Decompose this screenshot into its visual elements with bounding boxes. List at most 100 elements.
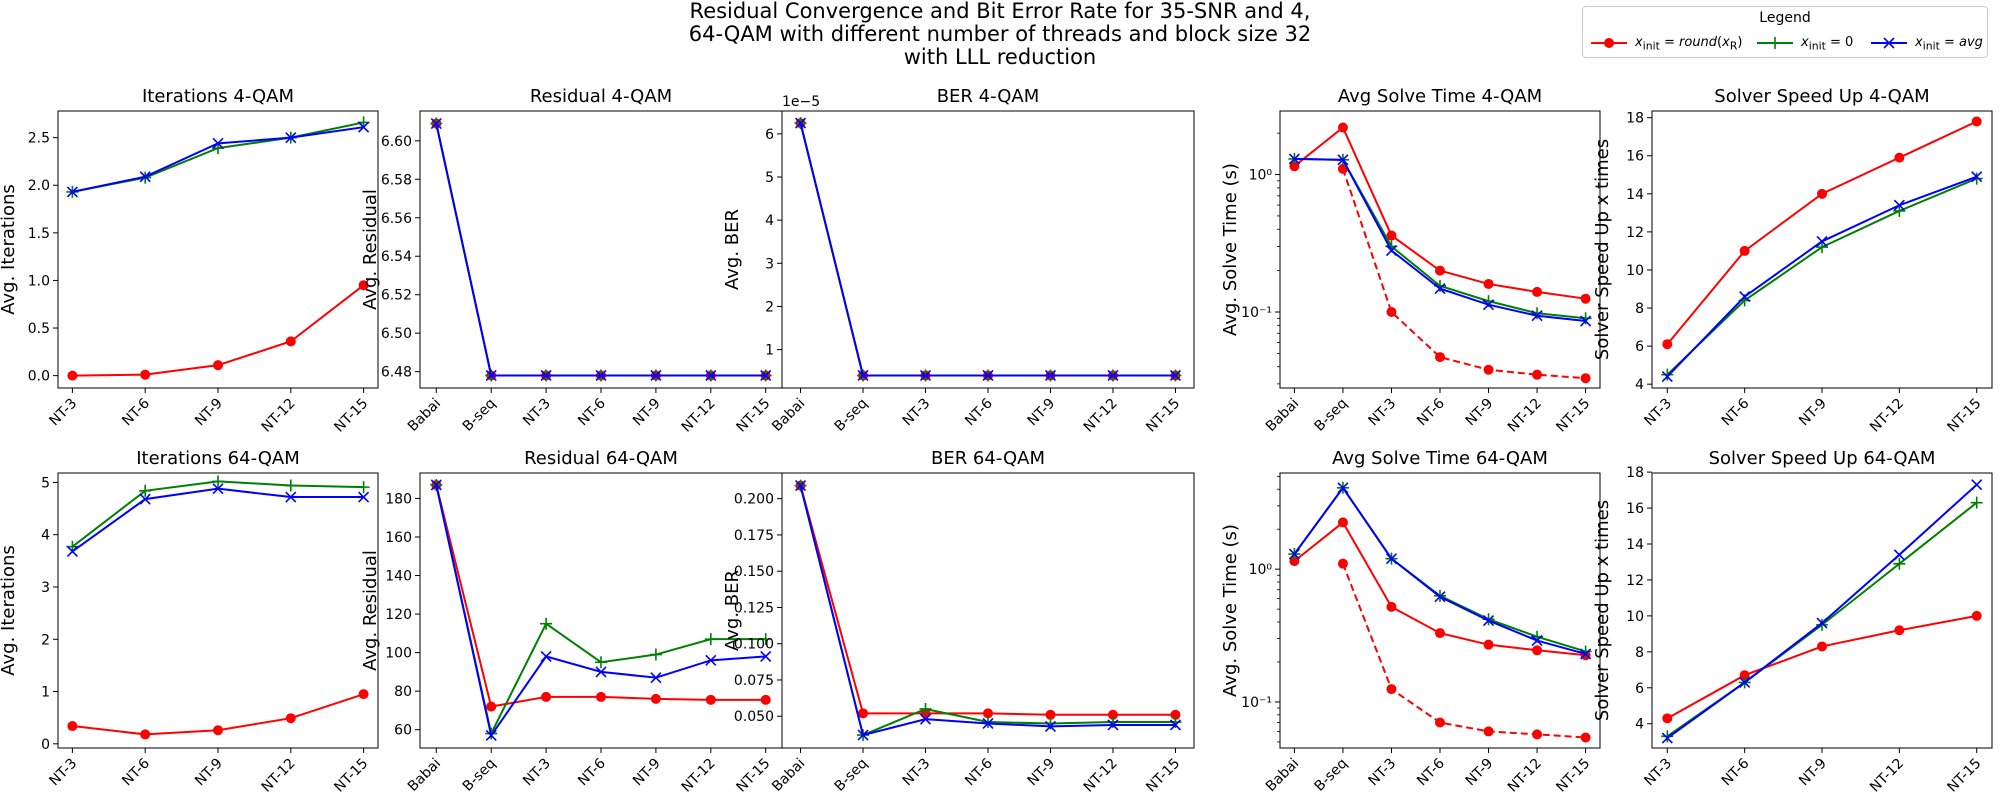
data-point: [1386, 601, 1397, 612]
data-point: [430, 478, 443, 491]
data-point: [1580, 293, 1591, 304]
y-tick-label: 6.58: [381, 172, 412, 188]
data-point: [1661, 732, 1673, 744]
y-tick-label: 18: [1626, 111, 1644, 127]
x-tick-label: NT-9: [1796, 396, 1830, 430]
data-point: [858, 708, 869, 719]
x-tick-label: Babai: [1263, 756, 1302, 795]
data-point: [705, 369, 717, 382]
data-point: [1739, 291, 1751, 303]
data-point: [1289, 556, 1300, 567]
data-point: [650, 672, 662, 684]
data-point: [1662, 713, 1673, 724]
data-point: [140, 729, 151, 740]
data-point: [357, 481, 370, 494]
x-tick-label: NT-6: [575, 395, 609, 429]
data-point: [760, 369, 772, 382]
x-tick-label: NT-6: [119, 395, 153, 429]
y-tick-label: 2.5: [28, 131, 50, 147]
subplot-title: Residual 64-QAM: [524, 448, 678, 469]
x-tick-label: NT-9: [1463, 756, 1497, 790]
series-line: [1293, 125, 1586, 300]
x-tick-label: NT-9: [1025, 396, 1059, 430]
y-tick-label: 8: [1635, 301, 1644, 317]
data-point: [1435, 352, 1445, 363]
data-point: [430, 117, 442, 130]
subplot: Solver Speed Up 64-QAM Solver Speed Up x …: [1592, 448, 1993, 796]
data-point: [982, 717, 994, 730]
x-tick-label: B-seq: [1312, 396, 1351, 435]
figure-title: Residual Convergence and Bit Error Rate …: [600, 0, 1400, 69]
subplot: Residual 64-QAM Avg. Residual 60 80 100 120 14…: [360, 448, 783, 796]
x-tick-label: NT-12: [259, 396, 299, 436]
series-line: [799, 485, 1176, 737]
data-point: [650, 693, 661, 704]
data-point: [1107, 369, 1119, 382]
data-point: [595, 666, 607, 678]
data-point: [1169, 716, 1182, 729]
y-tick-label: 4: [1635, 377, 1644, 393]
data-point: [140, 369, 151, 380]
data-point: [1532, 645, 1543, 656]
series-line: [799, 122, 1176, 377]
data-point: [1970, 172, 1983, 185]
data-point: [595, 369, 607, 382]
series-line: [1341, 168, 1586, 380]
y-tick-label: 16: [1626, 501, 1644, 517]
data-point: [1483, 726, 1494, 737]
data-point: [1106, 716, 1119, 729]
axes-frame: [1651, 110, 1993, 389]
data-point: [919, 369, 932, 382]
subplot: Iterations 64-QAM Avg. Iterations 0 1 2 3 4 5 NT…: [0, 448, 379, 796]
data-point: [66, 540, 79, 553]
x-tick-label: NT-12: [1867, 756, 1907, 796]
x-tick-label: NT-6: [575, 755, 609, 789]
series-line: [1666, 483, 1978, 739]
subplot-title: BER 4-QAM: [937, 86, 1040, 107]
legend-marker-x-icon: [1871, 37, 1907, 49]
y-tick-label: 6.60: [381, 134, 412, 150]
data-point: [1044, 717, 1057, 730]
data-point: [66, 185, 79, 198]
data-point: [595, 369, 607, 382]
x-tick-label: B-seq: [832, 756, 871, 795]
data-point: [540, 369, 553, 382]
data-point: [1579, 312, 1592, 325]
data-point: [1816, 241, 1828, 254]
legend-label-round: xinit = round(xR): [1635, 35, 1743, 53]
data-point: [982, 716, 994, 729]
x-tick-label: NT-12: [1505, 756, 1545, 796]
data-point: [1337, 482, 1349, 494]
x-tick-label: NT-3: [1366, 396, 1400, 430]
data-point: [919, 702, 932, 715]
data-point: [485, 369, 497, 382]
data-point: [358, 491, 370, 503]
data-point: [1288, 152, 1301, 165]
data-point: [857, 729, 870, 742]
y-tick-label: 3: [41, 580, 50, 596]
data-point: [759, 369, 772, 382]
y-axis-label: Avg. BER: [722, 570, 743, 651]
data-point: [358, 121, 370, 133]
series-line: [799, 122, 1176, 377]
data-point: [285, 491, 297, 503]
data-point: [705, 370, 716, 381]
data-point: [1337, 517, 1348, 528]
data-point: [704, 369, 717, 382]
series-line: [1294, 157, 1586, 320]
data-point: [213, 360, 223, 371]
x-tick-label: NT-3: [900, 756, 934, 790]
data-point: [1894, 152, 1905, 163]
series-line: [435, 123, 766, 377]
data-point: [66, 186, 78, 198]
data-point: [1482, 615, 1495, 627]
data-point: [1661, 730, 1674, 743]
series-line: [799, 485, 1176, 737]
x-tick-label: NT-12: [1867, 396, 1907, 436]
data-point: [1337, 558, 1348, 569]
data-point: [1532, 286, 1543, 297]
series-line: [435, 123, 766, 377]
data-point: [1482, 613, 1495, 626]
data-point: [1169, 369, 1182, 382]
